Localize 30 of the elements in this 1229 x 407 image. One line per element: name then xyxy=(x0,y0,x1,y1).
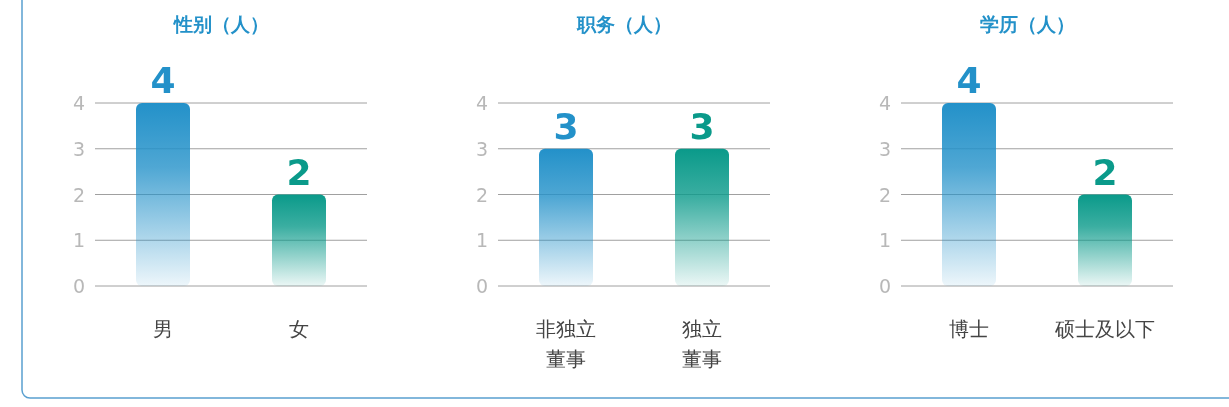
y-tick-label: 1 xyxy=(72,229,85,252)
y-tick-label: 3 xyxy=(72,137,85,160)
chart-title: 学历（人） xyxy=(979,13,1075,35)
y-tick-label: 0 xyxy=(475,275,488,297)
x-tick-label: 非独立董事 xyxy=(536,317,596,371)
y-tick-label: 3 xyxy=(878,137,891,160)
data-label: 3 xyxy=(553,105,579,147)
y-tick-label: 0 xyxy=(72,275,85,297)
x-tick-label: 女 xyxy=(289,317,309,341)
y-tick-label: 4 xyxy=(475,92,488,114)
y-tick-label: 1 xyxy=(475,229,488,252)
y-tick-label: 3 xyxy=(475,137,488,160)
y-tick-label: 2 xyxy=(878,183,891,206)
data-label: 2 xyxy=(1092,151,1118,193)
data-label: 4 xyxy=(150,60,176,101)
y-tick-label: 2 xyxy=(72,183,85,206)
data-label: 3 xyxy=(689,105,715,147)
data-label: 4 xyxy=(956,60,982,101)
x-tick-label: 男 xyxy=(153,317,173,341)
y-tick-label: 1 xyxy=(878,229,891,252)
chart-title: 职务（人） xyxy=(575,13,672,35)
data-label: 2 xyxy=(286,151,312,193)
y-tick-label: 0 xyxy=(878,275,891,297)
x-tick-label: 博士 xyxy=(949,317,989,341)
y-tick-label: 2 xyxy=(475,183,488,206)
chart-title: 性别（人） xyxy=(172,13,269,35)
x-tick-label: 硕士及以下 xyxy=(1054,317,1155,341)
y-tick-label: 4 xyxy=(72,92,85,114)
y-tick-label: 4 xyxy=(878,92,891,114)
x-tick-label: 独立董事 xyxy=(682,317,722,371)
